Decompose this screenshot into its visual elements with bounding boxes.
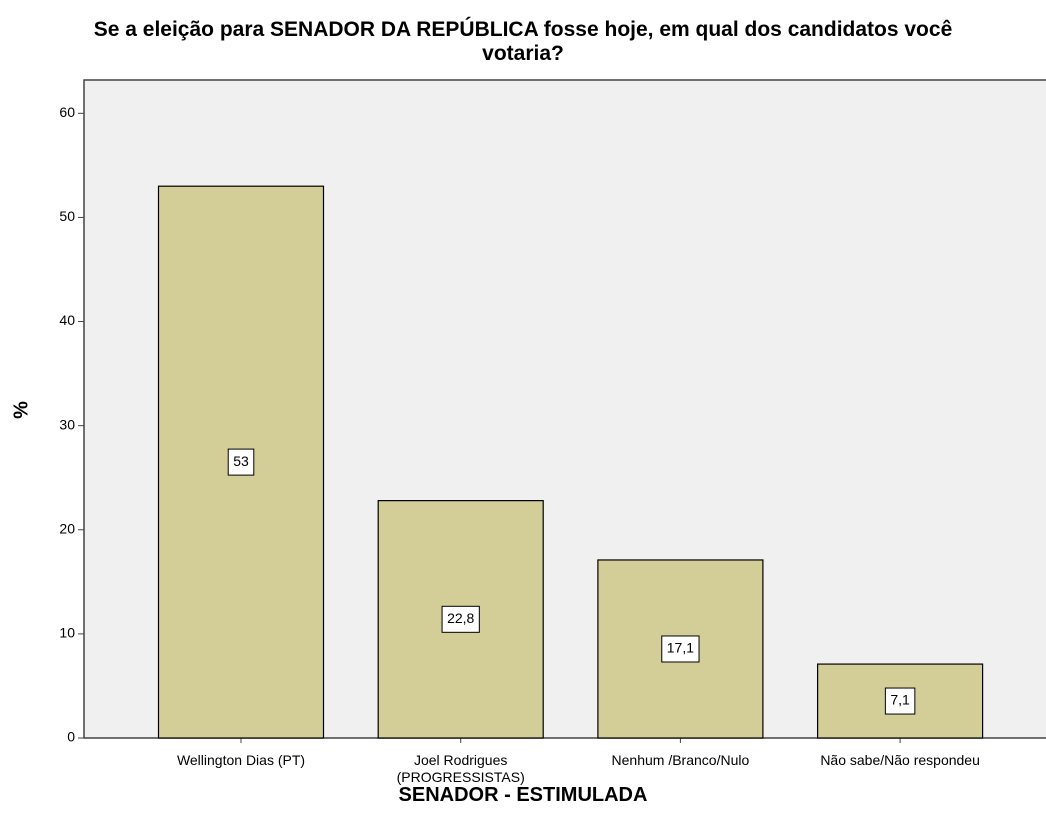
- chart-title: Se a eleição para SENADOR DA REPÚBLICA f…: [93, 18, 953, 65]
- x-tick-label: Não sabe/Não respondeu: [820, 752, 980, 768]
- data-label-box: [227, 448, 255, 476]
- y-axis-title: %: [10, 401, 32, 419]
- x-tick-label: Wellington Dias (PT): [176, 752, 306, 768]
- data-label-box: [441, 605, 480, 633]
- data-label-box: [661, 635, 700, 663]
- y-tick-label: 30: [59, 416, 75, 432]
- data-label-box: [884, 687, 916, 715]
- x-axis-title: SENADOR - ESTIMULADA: [398, 784, 648, 806]
- x-tick-label: Nenhum /Branco/Nulo: [611, 752, 750, 768]
- data-label: 22,8: [447, 610, 474, 626]
- data-label: 17,1: [667, 640, 694, 656]
- data-label: 7,1: [890, 692, 910, 708]
- y-tick-label: 10: [59, 625, 75, 641]
- x-tick-label: Joel Rodrigues (PROGRESSISTAS): [396, 752, 525, 785]
- data-label: 53: [233, 453, 249, 469]
- y-tick-label: 60: [59, 104, 75, 120]
- y-tick-label: 20: [59, 520, 75, 536]
- y-tick-label: 0: [67, 729, 75, 745]
- y-tick-label: 40: [59, 312, 75, 328]
- y-tick-label: 50: [59, 208, 75, 224]
